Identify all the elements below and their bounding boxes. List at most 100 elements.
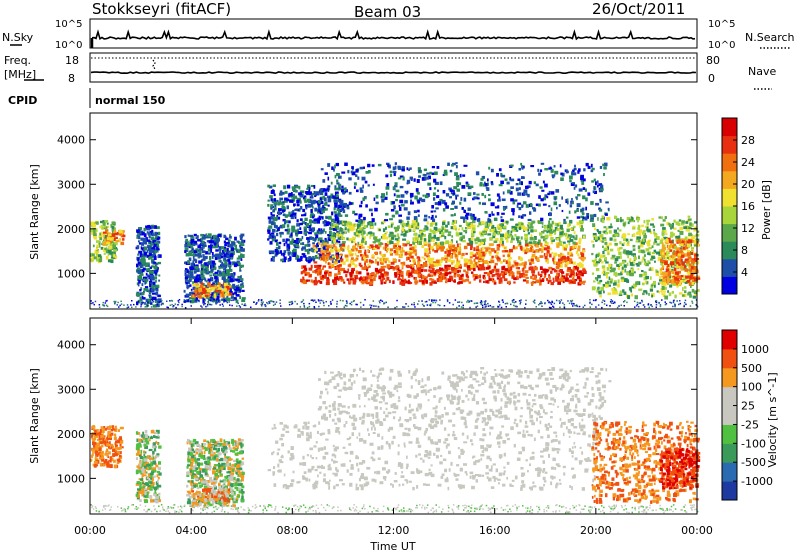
echo-cell [382, 265, 387, 268]
echo-cell [676, 264, 681, 268]
echo-cell [617, 247, 621, 252]
echo-cell [339, 246, 343, 250]
echo-cell [346, 246, 350, 251]
echo-cell [623, 241, 626, 245]
echo-cell [694, 253, 697, 257]
echo-cell [402, 249, 405, 253]
echo-cell [547, 281, 550, 284]
echo-cell [678, 243, 683, 247]
echo-cell [569, 239, 574, 242]
echo-cell [569, 254, 574, 257]
echo-cell [678, 292, 683, 295]
echo-cell [522, 272, 525, 275]
echo-cell [337, 210, 341, 214]
echo-cell [577, 170, 580, 174]
echo-cell [324, 219, 327, 224]
echo-cell [381, 257, 385, 261]
echo-cell [626, 243, 630, 247]
echo-cell [155, 284, 160, 289]
echo-cell [378, 238, 381, 241]
echo-cell [169, 300, 171, 302]
echo-cell [194, 299, 198, 303]
echo-cell [414, 245, 417, 249]
echo-cell [276, 227, 280, 232]
echo-cell [527, 218, 532, 222]
echo-cell [512, 228, 517, 232]
echo-cell [578, 168, 581, 172]
echo-cell [581, 210, 584, 215]
echo-cell [217, 253, 222, 258]
echo-cell [241, 285, 245, 288]
echo-cell [310, 264, 313, 269]
echo-cell [185, 238, 189, 243]
echo-cell [310, 184, 314, 188]
echo-cell [398, 204, 401, 208]
echo-cell [200, 260, 203, 263]
echo-cell [466, 275, 470, 279]
echo-cell [576, 276, 581, 280]
echo-cell [602, 254, 606, 258]
echo-cell [510, 186, 514, 189]
echo-cell [137, 229, 141, 234]
echo-cell [470, 185, 474, 189]
echo-cell [289, 256, 292, 260]
echo-cell [620, 219, 622, 223]
echo-cell [304, 244, 309, 247]
echo-cell [451, 277, 454, 282]
echo-cell [603, 290, 605, 294]
echo-cell [471, 271, 474, 274]
echo-cell [301, 214, 304, 217]
echo-cell [677, 239, 681, 244]
echo-cell [547, 279, 552, 283]
echo-cell [363, 265, 367, 270]
echo-cell [314, 276, 317, 281]
echo-cell [408, 244, 413, 247]
echo-cell [355, 219, 359, 222]
echo-cell [215, 242, 218, 246]
echo-cell [564, 263, 568, 268]
echo-cell [676, 250, 679, 255]
echo-cell [355, 270, 359, 274]
echo-cell [544, 271, 547, 275]
echo-cell [444, 269, 447, 274]
echo-cell [417, 273, 421, 278]
echo-cell [366, 267, 369, 270]
echo-cell [421, 232, 424, 236]
echo-cell [651, 217, 654, 221]
echo-cell [139, 258, 142, 262]
echo-cell [518, 256, 521, 260]
echo-cell [216, 288, 221, 292]
echo-cell [394, 238, 399, 241]
echo-cell [381, 253, 386, 257]
echo-cell [279, 190, 283, 194]
echo-cell [593, 236, 596, 241]
echo-cell [633, 233, 636, 238]
echo-cell [360, 241, 364, 246]
echo-cell [299, 238, 303, 242]
echo-cell [591, 286, 596, 290]
echo-cell [324, 237, 327, 241]
echo-cell [665, 268, 670, 273]
echo-cell [308, 267, 313, 271]
echo-cell [393, 243, 397, 246]
echo-cell [404, 251, 408, 256]
echo-cell [333, 279, 337, 283]
echo-cell [473, 274, 478, 278]
echo-cell [150, 288, 155, 292]
echo-cell [389, 173, 393, 177]
echo-cell [550, 169, 554, 173]
echo-cell [225, 259, 228, 262]
echo-cell [567, 236, 570, 239]
echo-cell [404, 278, 407, 283]
echo-cell [224, 243, 227, 246]
echo-cell [363, 240, 366, 243]
echo-cell [146, 231, 149, 234]
echo-cell [534, 243, 537, 247]
echo-cell [417, 200, 421, 204]
echo-cell [369, 244, 374, 249]
echo-cell [103, 225, 106, 228]
echo-cell [394, 274, 398, 278]
echo-cell [310, 279, 313, 283]
echo-cell [490, 248, 495, 252]
echo-cell [493, 240, 498, 244]
